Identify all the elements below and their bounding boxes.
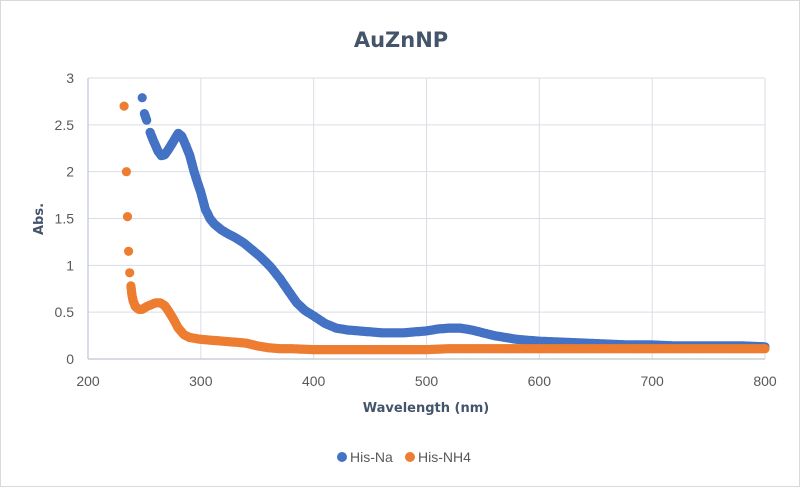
y-tick-label: 0.5: [55, 304, 75, 320]
x-axis-ticks: 200 300 400 500 600 700 800: [76, 373, 777, 389]
legend-marker-his-na-icon: [337, 452, 347, 462]
x-tick-label: 700: [640, 373, 664, 389]
y-tick-label: 2.5: [55, 117, 75, 133]
y-tick-label: 1: [66, 257, 74, 273]
x-tick-label: 600: [528, 373, 552, 389]
legend: His-Na His-NH4: [337, 449, 471, 465]
x-tick-label: 200: [76, 373, 100, 389]
y-tick-label: 1.5: [55, 211, 75, 227]
x-tick-label: 300: [189, 373, 213, 389]
y-axis-title: Abs.: [32, 203, 47, 235]
legend-label-his-nh4: His-NH4: [418, 449, 471, 465]
y-tick-label: 2: [66, 164, 74, 180]
gridlines: [87, 77, 766, 360]
legend-item-his-nh4[interactable]: His-NH4: [405, 449, 471, 465]
legend-item-his-na[interactable]: His-Na: [337, 449, 393, 465]
series-his-na: [137, 93, 770, 352]
x-tick-label: 800: [753, 373, 777, 389]
x-tick-label: 400: [302, 373, 326, 389]
legend-marker-his-nh4-icon: [405, 452, 415, 462]
plot-area: [119, 93, 770, 355]
x-axis-title: Wavelength (nm): [363, 401, 489, 416]
y-tick-label: 0: [66, 351, 74, 367]
y-tick-label: 3: [66, 70, 74, 86]
x-tick-label: 500: [415, 373, 439, 389]
series-his-nh4: [119, 101, 770, 355]
y-axis-ticks: 0 0.5 1 1.5 2 2.5 3: [55, 70, 75, 367]
chart-title: AuZnNP: [354, 28, 448, 52]
legend-label-his-na: His-Na: [350, 449, 393, 465]
